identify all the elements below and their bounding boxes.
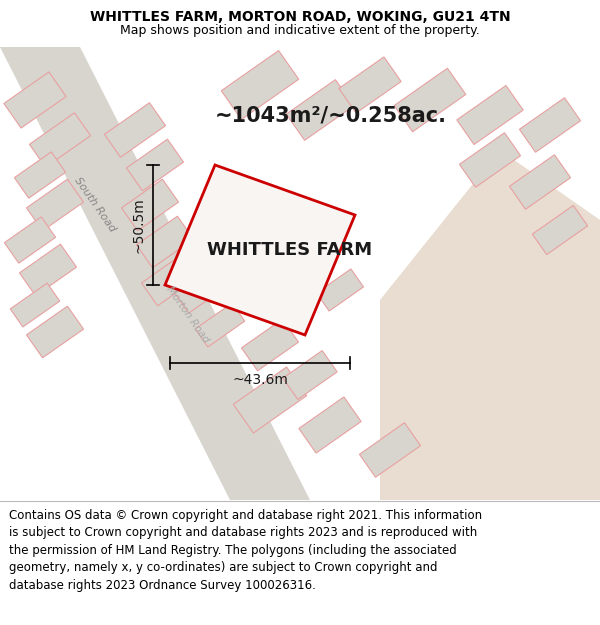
Polygon shape bbox=[26, 179, 83, 231]
Polygon shape bbox=[457, 86, 523, 144]
Polygon shape bbox=[520, 98, 581, 152]
Polygon shape bbox=[175, 267, 226, 313]
Polygon shape bbox=[532, 206, 587, 254]
Polygon shape bbox=[460, 132, 521, 188]
Polygon shape bbox=[127, 139, 184, 191]
Text: Morton Road: Morton Road bbox=[165, 285, 211, 345]
Polygon shape bbox=[165, 165, 355, 335]
Text: Contains OS data © Crown copyright and database right 2021. This information
is : Contains OS data © Crown copyright and d… bbox=[9, 509, 482, 592]
Text: South Road: South Road bbox=[73, 176, 118, 234]
Polygon shape bbox=[142, 254, 199, 306]
Polygon shape bbox=[299, 397, 361, 453]
Polygon shape bbox=[104, 102, 166, 158]
Text: ~1043m²/~0.258ac.: ~1043m²/~0.258ac. bbox=[215, 105, 447, 125]
Polygon shape bbox=[509, 155, 571, 209]
Polygon shape bbox=[286, 79, 354, 141]
Polygon shape bbox=[29, 112, 91, 168]
Polygon shape bbox=[4, 72, 66, 128]
Text: WHITTLES FARM, MORTON ROAD, WOKING, GU21 4TN: WHITTLES FARM, MORTON ROAD, WOKING, GU21… bbox=[89, 11, 511, 24]
Polygon shape bbox=[380, 150, 600, 500]
Polygon shape bbox=[241, 319, 299, 371]
Text: Map shows position and indicative extent of the property.: Map shows position and indicative extent… bbox=[120, 24, 480, 37]
Polygon shape bbox=[233, 367, 307, 433]
Polygon shape bbox=[4, 217, 56, 263]
Polygon shape bbox=[0, 47, 310, 500]
Polygon shape bbox=[283, 351, 337, 399]
Polygon shape bbox=[394, 68, 466, 132]
Polygon shape bbox=[26, 306, 83, 358]
Polygon shape bbox=[359, 422, 421, 478]
Polygon shape bbox=[195, 303, 245, 347]
Polygon shape bbox=[14, 152, 65, 198]
Text: ~43.6m: ~43.6m bbox=[232, 373, 288, 387]
Polygon shape bbox=[10, 283, 60, 327]
Polygon shape bbox=[121, 179, 179, 231]
Polygon shape bbox=[339, 57, 401, 113]
Polygon shape bbox=[19, 244, 77, 296]
Text: WHITTLES FARM: WHITTLES FARM bbox=[208, 241, 373, 259]
Polygon shape bbox=[136, 216, 194, 268]
Polygon shape bbox=[221, 51, 299, 119]
Text: ~50.5m: ~50.5m bbox=[131, 197, 145, 253]
Polygon shape bbox=[284, 237, 335, 283]
Polygon shape bbox=[316, 269, 364, 311]
